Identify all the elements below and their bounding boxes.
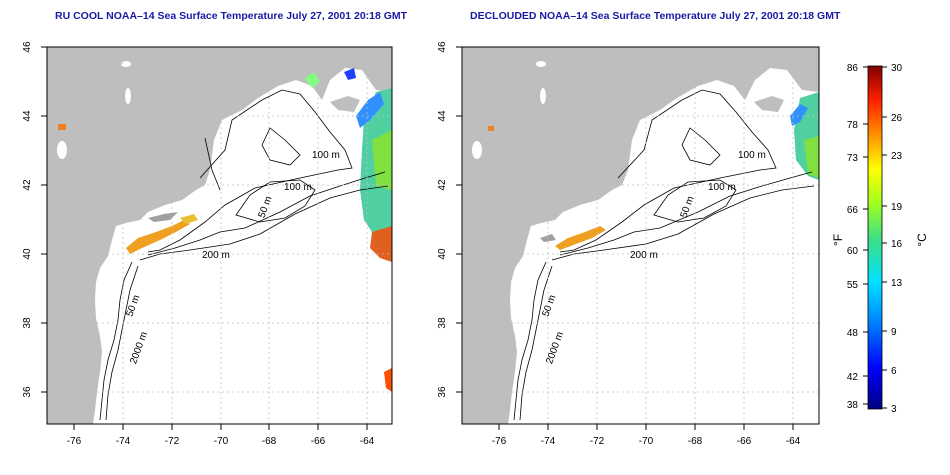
land-mass <box>47 47 392 424</box>
celsius-tick-label: 19 <box>891 202 903 213</box>
celsius-tick-label: 26 <box>891 113 903 124</box>
lat-tick-label: 46 <box>22 41 33 53</box>
lon-tick-label: -70 <box>639 436 654 447</box>
lat-tick-label: 40 <box>437 248 448 260</box>
lon-tick-label: -76 <box>67 436 82 447</box>
celsius-tick-label: 6 <box>891 366 897 377</box>
lat-tick-label: 44 <box>437 110 448 122</box>
fahrenheit-tick-label: 73 <box>847 153 859 164</box>
fahrenheit-tick-label: 55 <box>847 280 859 291</box>
lon-tick-label: -68 <box>262 436 277 447</box>
lat-tick-label: 36 <box>22 386 33 398</box>
temperature-colorbar: 86 78 73 66 60 55 48 42 38 30 26 23 19 1… <box>831 63 929 415</box>
lon-tick-label: -66 <box>311 436 326 447</box>
panel-left-title: RU COOL NOAA–14 Sea Surface Temperature … <box>55 10 408 22</box>
celsius-unit-label: °C <box>915 233 929 247</box>
land-mass <box>462 47 819 424</box>
lat-tick-label: 36 <box>437 386 448 398</box>
lat-tick-label: 38 <box>22 317 33 329</box>
panel-left-map: 100 m 100 m 50 m 200 m 50 m 2000 m -76 -… <box>22 41 393 447</box>
lon-tick-label: -68 <box>688 436 703 447</box>
lat-tick-label: 44 <box>22 110 33 122</box>
contour-label: 100 m <box>738 150 766 161</box>
contour-label: 200 m <box>202 250 230 261</box>
celsius-tick-label: 16 <box>891 239 903 250</box>
fahrenheit-tick-label: 78 <box>847 120 859 131</box>
lon-tick-label: -72 <box>165 436 180 447</box>
lon-tick-label: -76 <box>492 436 507 447</box>
lon-tick-label: -72 <box>590 436 605 447</box>
fahrenheit-tick-label: 38 <box>847 400 859 411</box>
bathymetry-contours <box>513 89 815 421</box>
fahrenheit-tick-label: 48 <box>847 328 859 339</box>
contour-label: 100 m <box>312 150 340 161</box>
contour-label: 200 m <box>630 250 658 261</box>
lat-tick-label: 42 <box>437 179 448 191</box>
panel-right-title: DECLOUDED NOAA–14 Sea Surface Temperatur… <box>470 10 841 22</box>
panel-right-map: 100 m 100 m 50 m 200 m 50 m 2000 m -76 -… <box>437 41 820 447</box>
lat-tick-label: 38 <box>437 317 448 329</box>
celsius-tick-label: 13 <box>891 278 903 289</box>
lat-tick-label: 46 <box>437 41 448 53</box>
fahrenheit-tick-label: 42 <box>847 372 859 383</box>
lon-tick-label: -64 <box>786 436 801 447</box>
celsius-tick-label: 9 <box>891 327 897 338</box>
contour-label: 100 m <box>284 182 312 193</box>
lon-tick-label: -70 <box>214 436 229 447</box>
celsius-tick-label: 30 <box>891 63 903 74</box>
lat-tick-label: 40 <box>22 248 33 260</box>
lon-tick-label: -66 <box>737 436 752 447</box>
fahrenheit-unit-label: °F <box>831 234 845 246</box>
lon-tick-label: -74 <box>541 436 556 447</box>
fahrenheit-tick-label: 66 <box>847 205 859 216</box>
fahrenheit-tick-label: 60 <box>847 246 859 257</box>
lon-tick-label: -74 <box>116 436 131 447</box>
contour-label: 100 m <box>708 182 736 193</box>
lat-tick-label: 42 <box>22 179 33 191</box>
lon-tick-label: -64 <box>360 436 375 447</box>
celsius-tick-label: 3 <box>891 404 897 415</box>
celsius-tick-label: 23 <box>891 151 903 162</box>
fahrenheit-tick-label: 86 <box>847 63 859 74</box>
bathymetry-contours <box>99 89 389 421</box>
